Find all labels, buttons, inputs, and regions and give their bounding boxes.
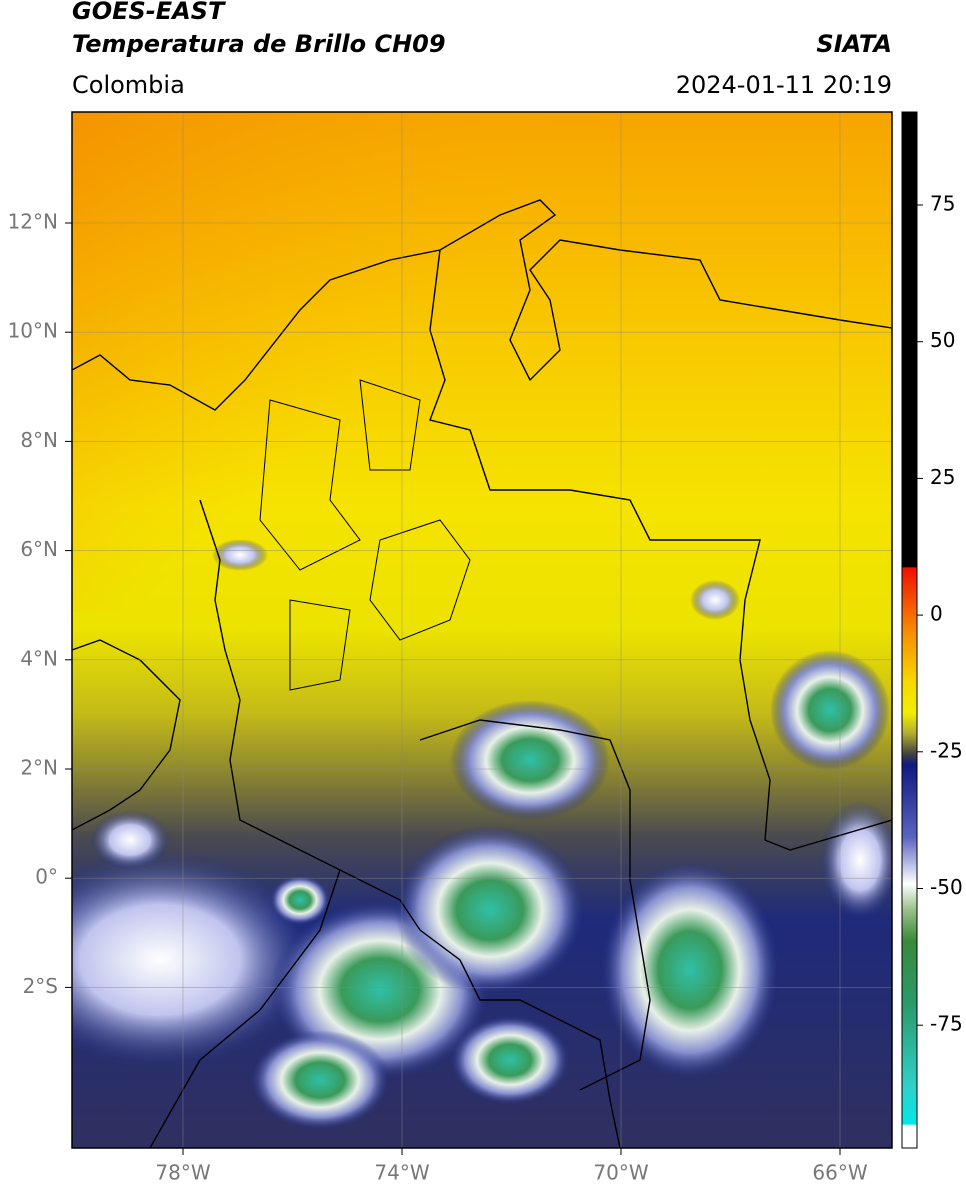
source: SIATA xyxy=(816,30,892,58)
lat-label: 2°N xyxy=(20,756,58,780)
colorbar-label: 0 xyxy=(930,602,943,626)
datetime: 2024-01-11 20:19 xyxy=(676,71,892,99)
colorbar xyxy=(901,111,918,1149)
lon-label: 78°W xyxy=(155,1161,210,1185)
graticule xyxy=(72,112,892,1148)
lon-label: 66°W xyxy=(812,1161,867,1185)
colorbar-label: 50 xyxy=(930,328,955,352)
lat-label: 4°N xyxy=(20,646,58,670)
colorbar-label: -25 xyxy=(930,738,963,762)
title: GOES-EAST xyxy=(72,0,226,25)
lat-label: 8°N xyxy=(20,428,58,452)
colorbar-label: 75 xyxy=(930,192,955,216)
satellite-image xyxy=(72,112,892,1148)
lat-label: 2°S xyxy=(23,974,58,998)
lat-label: 10°N xyxy=(8,319,58,343)
map-frame xyxy=(71,111,893,1149)
lat-label: 12°N xyxy=(8,210,58,234)
lat-label: 6°N xyxy=(20,537,58,561)
subtitle: Temperatura de Brillo CH09 xyxy=(72,30,446,58)
colorbar-label: -75 xyxy=(930,1012,963,1036)
colorbar-label: -50 xyxy=(930,875,963,899)
lon-label: 74°W xyxy=(374,1161,429,1185)
lat-label: 0° xyxy=(35,865,58,889)
colorbar-label: 25 xyxy=(930,465,955,489)
region: Colombia xyxy=(72,71,185,99)
lon-label: 70°W xyxy=(593,1161,648,1185)
